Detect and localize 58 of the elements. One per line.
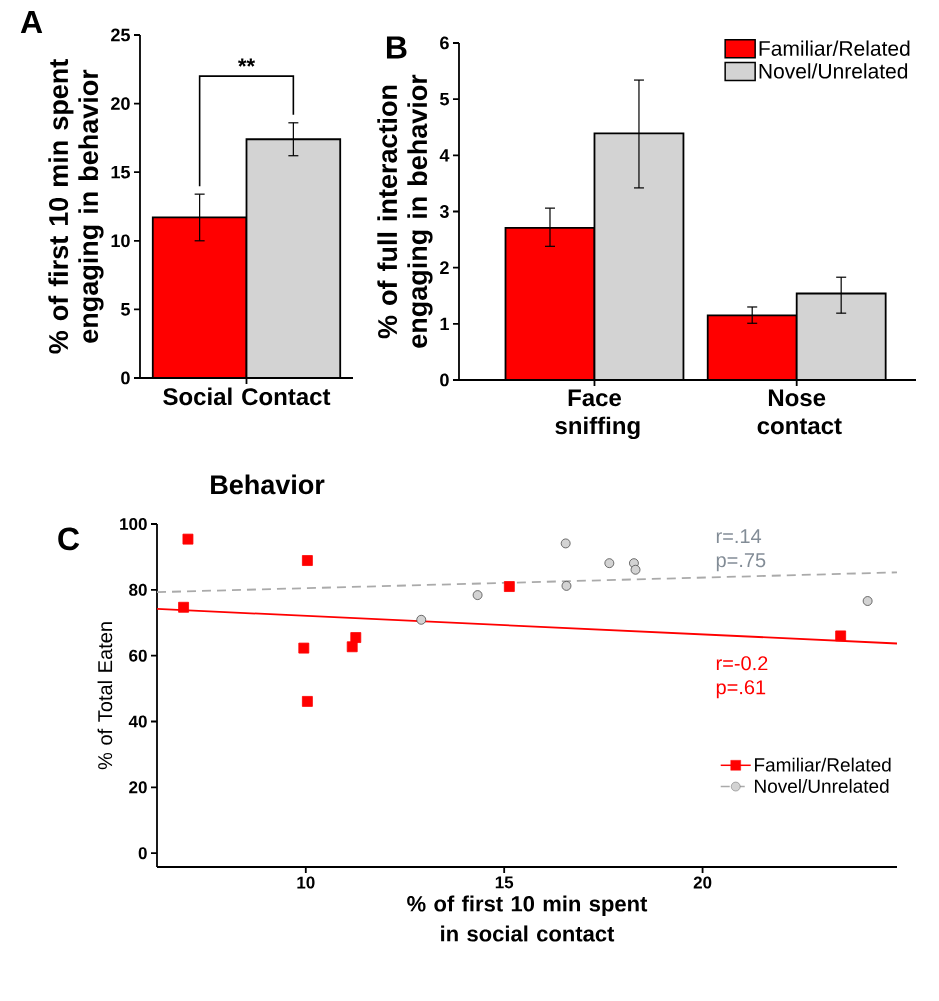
y-tick-label: 5	[121, 303, 130, 316]
y-tick-label: 60	[129, 649, 147, 662]
y-tick-label: 25	[111, 28, 130, 42]
y-tick-label: 20	[111, 97, 130, 110]
point	[630, 564, 641, 575]
y-tick-label: 4	[439, 149, 450, 162]
chart-title: A	[20, 11, 43, 34]
annotation: **	[238, 58, 256, 67]
annotation: p=.75	[716, 553, 766, 572]
point	[560, 538, 571, 549]
x-tick-label: 15	[495, 876, 514, 889]
y-tick-label: 2	[440, 261, 449, 274]
y-tick-label: 3	[439, 205, 449, 218]
y-tick-label: 40	[128, 715, 147, 728]
y-tick-label: 80	[129, 583, 147, 596]
legend-label: Novel/Unrelated	[759, 63, 908, 79]
point	[301, 555, 313, 566]
x-axis-title: Behavior	[211, 474, 325, 495]
point	[346, 641, 358, 653]
point	[503, 581, 515, 592]
annotation: r=.14	[716, 529, 762, 544]
point	[301, 696, 313, 707]
y-tick-label: 20	[129, 781, 147, 794]
x-tick-label: Face sniffing	[555, 389, 640, 440]
point	[350, 632, 362, 643]
x-tick-label: 20	[693, 876, 712, 889]
y-tick-label: 5	[440, 92, 449, 106]
legend-label: Familiar/Related	[759, 40, 910, 56]
chart-title: B	[386, 36, 407, 59]
x-tick-label: Nose contact	[757, 389, 842, 435]
point	[182, 533, 194, 545]
legend-label: Familiar/Related	[755, 757, 891, 772]
point	[472, 590, 483, 600]
y-tick-label: 0	[121, 371, 130, 385]
point	[604, 558, 615, 569]
x-axis-title: % of first 10 min spent in social contact	[407, 895, 648, 942]
y-axis-title: % of full interaction engaging in behavior	[377, 74, 433, 348]
annotation: p=.61	[716, 680, 766, 699]
y-tick-label: 100	[120, 517, 147, 531]
point	[835, 630, 847, 642]
x-tick-label: 10	[297, 876, 315, 889]
y-tick-label: 10	[111, 234, 130, 248]
y-tick-label: 15	[111, 165, 130, 179]
x-tick-label: Social Contact	[163, 387, 331, 406]
point	[178, 601, 189, 613]
annotation: r=-0.2	[716, 656, 768, 671]
y-axis-title: % of first 10 min spent engaging in behavior	[48, 59, 104, 354]
y-tick-label: 1	[440, 317, 449, 331]
point	[561, 580, 572, 591]
legend-label: Novel/Unrelated	[755, 778, 889, 793]
point	[862, 596, 873, 606]
y-tick-label: 0	[138, 847, 147, 860]
y-tick-label: 0	[440, 373, 449, 387]
point	[416, 614, 427, 625]
point	[298, 642, 310, 654]
y-tick-label: 6	[440, 36, 449, 50]
chart-title: C	[58, 527, 80, 551]
y-axis-title: % of Total Eaten	[97, 622, 113, 770]
